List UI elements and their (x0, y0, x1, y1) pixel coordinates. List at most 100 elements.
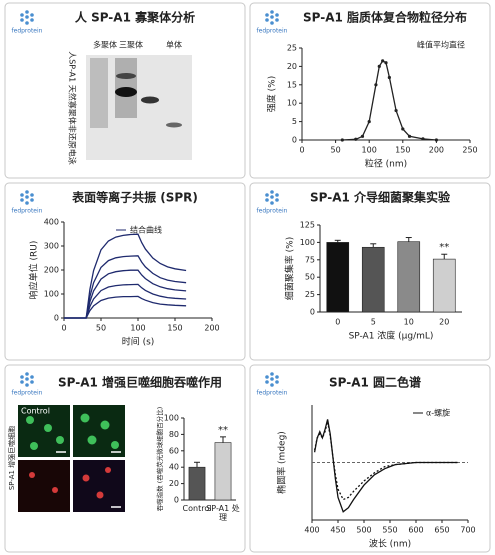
logo-dot (25, 383, 29, 387)
y-tick-label: 15 (287, 80, 297, 89)
x-tick-label: 50 (96, 324, 106, 333)
lane-label: 多聚体 (93, 40, 117, 50)
lane-label: 单体 (166, 40, 182, 50)
point (381, 59, 385, 63)
series-line (64, 269, 187, 319)
y-axis-label: 细菌聚集率 (%) (284, 237, 296, 300)
x-tick-label: 0 (61, 324, 66, 333)
bar (432, 258, 456, 313)
logo-dot (20, 193, 24, 197)
x-tick-label: 100 (362, 146, 377, 155)
micrograph-label: Control (21, 407, 50, 416)
lane-label: 三聚体 (119, 40, 143, 50)
x-tick-label: 450 (330, 526, 345, 535)
x-tick-label: 100 (130, 324, 145, 333)
logo-text: fedprotein (257, 28, 288, 35)
y-tick-label: 200 (44, 266, 59, 275)
point (340, 138, 344, 142)
x-tick-label: 0 (299, 146, 304, 155)
logo-dot (25, 21, 29, 25)
logo-dot (30, 375, 34, 379)
x-tick-label: 50 (331, 146, 341, 155)
logo-dot (275, 198, 279, 202)
logo-dot (275, 13, 279, 17)
chart-title: 表面等离子共振 (SPR) (71, 190, 198, 205)
x-tick-label: 150 (167, 324, 182, 333)
logo-text: fedprotein (12, 208, 43, 215)
logo-dot (20, 375, 24, 379)
point (434, 138, 438, 142)
logo-dot (25, 10, 29, 14)
x-axis-label: SP-A1 浓度 (μg/mL) (349, 330, 434, 342)
x-tick-label: 200 (429, 146, 444, 155)
logo-dot (275, 193, 279, 197)
y-tick-label: 40 (169, 463, 179, 472)
logo-dot (25, 195, 29, 199)
logo-dot (20, 380, 24, 384)
y-tick-label: 75 (305, 255, 315, 264)
logo-dot (25, 201, 29, 205)
y-axis-label: 椭圆率 (mdeg) (276, 431, 288, 494)
y-axis-label: 吞噬指数 (吞噬荧光微球细胞百分比) (155, 407, 164, 512)
chart-title: SP-A1 介导细菌聚集实验 (310, 190, 451, 205)
x-tick-label: 250 (462, 146, 477, 155)
point (387, 75, 391, 80)
y-tick-label: 60 (169, 446, 179, 455)
logo-dot (275, 375, 279, 379)
logo-dot (30, 198, 34, 202)
bar (326, 242, 350, 313)
annotation: 峰值平均直径 (417, 40, 465, 50)
logo-dot (275, 380, 279, 384)
logo-text: fedprotein (12, 390, 43, 397)
logo-dot (265, 198, 269, 202)
logo-dot (20, 13, 24, 17)
logo-dot (270, 10, 274, 14)
logo-dot (265, 375, 269, 379)
x-tick-label: 700 (460, 526, 475, 535)
series-line (342, 60, 437, 141)
x-tick-label: 5 (371, 318, 376, 327)
x-tick-label: 550 (382, 526, 397, 535)
series-line (64, 255, 187, 319)
logo-dot (270, 201, 274, 205)
chart-title: SP-A1 脂质体复合物粒径分布 (303, 10, 467, 25)
annotation: ** (439, 242, 449, 253)
x-tick-label: 150 (395, 146, 410, 155)
logo-dot (270, 195, 274, 199)
point (377, 64, 381, 68)
micrograph-side-label: SP-A1 增强巨噬细胞 (7, 426, 16, 490)
y-tick-label: 50 (305, 273, 315, 282)
logo-dot (265, 18, 269, 22)
y-tick-label: 25 (287, 44, 297, 53)
x-tick-label: 0 (335, 318, 340, 327)
logo-dot (265, 13, 269, 17)
logo-text: fedprotein (257, 208, 288, 215)
x-tick-label: 20 (439, 318, 449, 327)
micrograph (18, 405, 125, 512)
y-tick-label: 125 (300, 221, 315, 230)
logo-dot (265, 380, 269, 384)
x-tick-label: 650 (434, 526, 449, 535)
logo-dot (20, 198, 24, 202)
x-tick-label: 400 (304, 526, 319, 535)
x-axis-label: 波长 (nm) (369, 538, 411, 550)
y-tick-label: 0 (292, 136, 297, 145)
y-tick-label: 0 (310, 308, 315, 317)
y-tick-label: 80 (169, 430, 179, 439)
y-tick-label: 0 (54, 314, 59, 323)
y-tick-label: 5 (292, 117, 297, 126)
logo-text: fedprotein (257, 390, 288, 397)
y-tick-label: 100 (300, 238, 315, 247)
gel-side-label: 人SP-A1 天然寡聚体非还原电泳 (68, 51, 78, 165)
bar (188, 466, 206, 501)
x-tick-label: 10 (404, 318, 414, 327)
point (421, 137, 425, 141)
point (394, 108, 398, 113)
series-line (64, 283, 187, 319)
bar (214, 442, 232, 501)
y-tick-label: 25 (305, 290, 315, 299)
gel-image (86, 55, 192, 160)
point (407, 134, 412, 138)
point (360, 134, 365, 138)
y-tick-label: 400 (44, 218, 59, 227)
